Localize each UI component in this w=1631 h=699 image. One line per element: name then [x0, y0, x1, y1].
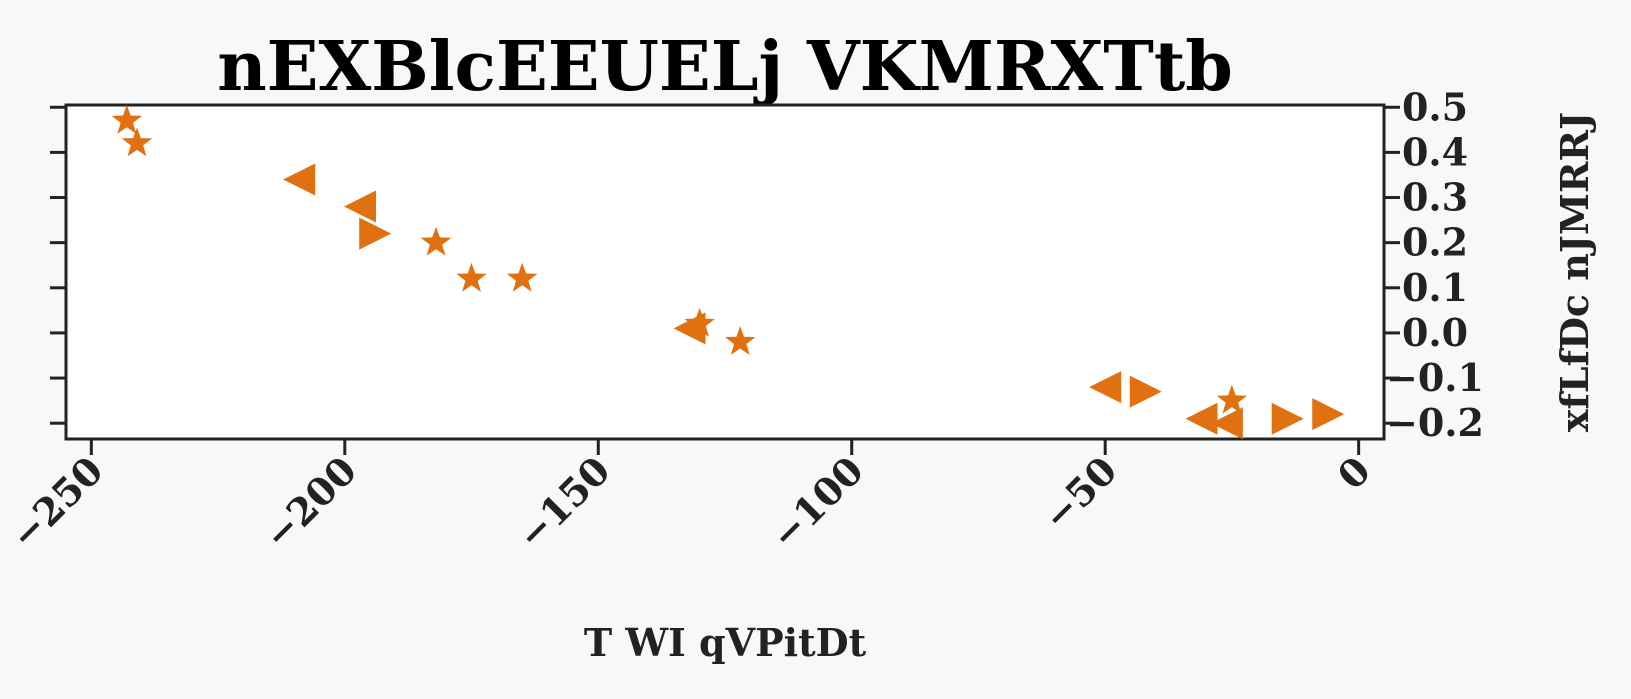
- x-tick-label: 0: [1328, 448, 1379, 499]
- data-point-triangle-left: [1210, 407, 1243, 440]
- y-tick-label: −0.2: [1386, 400, 1484, 445]
- data-point-triangle-left: [1089, 371, 1122, 404]
- data-point-triangle-left: [283, 163, 316, 196]
- y-tick-label: 0.5: [1402, 84, 1468, 129]
- x-axis-label: T WI qVPitDt: [584, 620, 867, 665]
- y-axis: −0.2−0.10.00.10.20.30.40.5: [50, 84, 1484, 445]
- data-point-star: [420, 226, 452, 256]
- chart-title: nEXBlcEEUELj VKMRXTtb: [217, 27, 1233, 107]
- data-point-triangle-left: [1185, 402, 1218, 435]
- data-points: [111, 104, 1345, 440]
- data-point-triangle-right: [1271, 402, 1304, 435]
- x-tick-label: −50: [1034, 448, 1126, 540]
- data-point-star: [1216, 384, 1248, 414]
- y-tick-label: 0.0: [1402, 310, 1468, 355]
- data-point-triangle-right: [359, 217, 392, 250]
- data-point-triangle-left: [344, 190, 377, 223]
- x-tick-label: −250: [1, 448, 111, 558]
- y-tick-label: 0.2: [1402, 220, 1468, 265]
- y-axis-label: xfLfDc nJMRRJ: [1552, 112, 1597, 432]
- y-tick-label: 0.4: [1402, 129, 1468, 174]
- y-tick-label: 0.1: [1402, 265, 1468, 310]
- data-point-star: [507, 262, 538, 292]
- data-point-triangle-right: [1312, 398, 1345, 431]
- x-tick-label: −150: [508, 448, 618, 558]
- y-tick-label: 0.3: [1402, 175, 1468, 220]
- data-point-star: [456, 262, 487, 292]
- data-point-star: [725, 326, 756, 355]
- data-point-star: [684, 307, 715, 337]
- data-point-triangle-right: [1129, 375, 1162, 408]
- x-tick-label: −100: [762, 448, 872, 558]
- x-tick-label: −200: [255, 448, 365, 558]
- x-axis: −250 −200 −150 −100 −50 0: [1, 439, 1379, 558]
- y-tick-label: −0.1: [1386, 355, 1484, 400]
- data-point-star: [111, 104, 142, 134]
- data-point-star: [121, 127, 153, 157]
- plot-area: [64, 103, 1386, 441]
